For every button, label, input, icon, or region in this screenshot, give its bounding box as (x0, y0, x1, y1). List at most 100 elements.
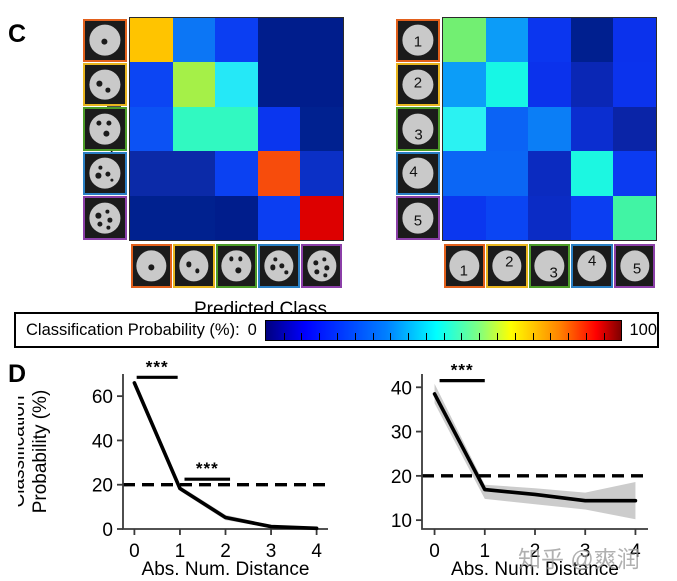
stimulus-numeral: 1 (459, 262, 468, 280)
stimulus-dot (323, 273, 328, 278)
colorbar-min-label: 0 (247, 320, 257, 339)
matrix-cell (570, 151, 614, 196)
colorbar-tick (336, 332, 338, 340)
x-tick-label: 3 (266, 541, 277, 562)
matrix-cell (130, 106, 173, 152)
stimulus-disc (221, 249, 252, 282)
stimulus-disc: 5 (401, 202, 434, 234)
confusion-matrix-grid-left (129, 17, 344, 241)
colorbar-tick (585, 332, 587, 340)
dot-array-stimulus-icon (300, 243, 343, 288)
colorbar-tick (550, 332, 552, 340)
stimulus-dot (98, 165, 103, 170)
x-tick-label: 3 (580, 541, 591, 562)
column-stimulus-labels-right: 1 2 3 4 5 (443, 243, 656, 288)
matrix-cell (300, 106, 343, 152)
matrix-cell (257, 18, 301, 63)
dot-array-stimulus-icon (130, 243, 173, 288)
stimulus-dot (273, 257, 277, 262)
mean-line (132, 381, 319, 531)
stimulus-dot (186, 261, 192, 268)
matrix-cell (485, 106, 529, 152)
colorbar-tick (514, 332, 516, 340)
numeral-stimulus-icon: 1 (395, 18, 440, 62)
significance-label: *** (146, 360, 169, 376)
stimulus-dot (105, 87, 111, 93)
stimulus-dot (97, 222, 102, 228)
colorbar-title: Classification Probability (%): (26, 320, 240, 339)
matrix-cell (172, 106, 216, 152)
matrix-cell (257, 62, 301, 107)
matrix-cell (613, 106, 656, 152)
dot-array-stimulus-icon (82, 62, 127, 107)
confusion-matrix-grid-right (442, 17, 657, 241)
stimulus-disc: 2 (401, 69, 434, 100)
row-stimulus-labels-left (82, 18, 127, 240)
matrix-cell (485, 62, 529, 107)
matrix-cell (130, 195, 173, 240)
matrix-cell (257, 195, 301, 240)
colorbar-tick (390, 332, 392, 340)
matrix-cell (130, 151, 173, 196)
y-axis-label: Classification Probability (%) (18, 390, 51, 514)
x-tick-label: 4 (311, 541, 322, 562)
stimulus-disc: 3 (534, 249, 565, 282)
colorbar-tick (568, 332, 570, 340)
watermark: 知乎 @爽润 (518, 546, 640, 572)
numeral-stimulus-icon: 3 (395, 107, 440, 151)
stimulus-dot (106, 225, 111, 230)
matrix-cell (613, 18, 656, 63)
sem-band (134, 381, 317, 529)
stimulus-dot (104, 171, 111, 177)
matrix-cell (485, 18, 529, 63)
matrix-cell (215, 106, 258, 152)
colorbar-tick (301, 332, 303, 340)
matrix-cell (443, 18, 486, 63)
stimulus-dot (95, 172, 102, 179)
stimulus-dot (107, 217, 113, 223)
matrix-cell (257, 106, 301, 152)
matrix-cell (215, 195, 258, 240)
colorbar-gradient (264, 319, 623, 341)
stimulus-disc: 5 (620, 249, 650, 282)
stimulus-dot (324, 265, 330, 271)
colorbar-tick (354, 332, 356, 340)
mean-line (432, 392, 638, 503)
x-tick-label: 2 (220, 541, 231, 562)
matrix-cell (443, 106, 486, 152)
x-tick-label: 0 (129, 541, 140, 562)
plot-axes (421, 374, 648, 530)
column-stimulus-labels-left (130, 243, 343, 288)
matrix-cell (528, 62, 571, 107)
matrix-cell (528, 18, 571, 63)
stimulus-numeral: 2 (505, 253, 514, 271)
numeral-stimulus-icon: 2 (395, 62, 440, 107)
dot-array-stimulus-icon (82, 18, 127, 62)
dot-array-stimulus-icon (215, 243, 258, 288)
y-tick-label: 40 (391, 378, 412, 399)
matrix-cell (570, 18, 614, 63)
stimulus-disc: 4 (577, 249, 607, 282)
colorbar-tick (532, 332, 534, 340)
plot-canvas: 0 20 40 60 0 1 2 3 4 *** *** Abs. Num. Distance Clas… (18, 360, 328, 580)
y-axis-label-line1: Classification (18, 396, 29, 508)
matrix-cell (300, 62, 343, 107)
matrix-cell (172, 151, 216, 196)
plot-axes (122, 374, 328, 530)
matrix-cell (172, 18, 216, 63)
matrix-cell (257, 151, 301, 196)
stimulus-numeral: 2 (413, 74, 423, 92)
significance-label: *** (196, 459, 219, 478)
x-tick-label: 1 (175, 541, 186, 562)
colorbar-legend: Classification Probability (%): 0 100 (14, 312, 659, 348)
matrix-cell (528, 195, 571, 240)
stimulus-disc (179, 249, 209, 282)
numeral-stimulus-icon: 2 (486, 243, 528, 288)
matrix-cell (613, 62, 656, 107)
y-tick-label: 0 (102, 520, 113, 541)
dot-array-stimulus-icon (82, 196, 127, 240)
y-tick-label: 20 (92, 476, 113, 497)
stimulus-disc (88, 69, 121, 100)
stimulus-disc: 1 (401, 24, 434, 56)
dot-array-stimulus-icon (82, 107, 127, 151)
